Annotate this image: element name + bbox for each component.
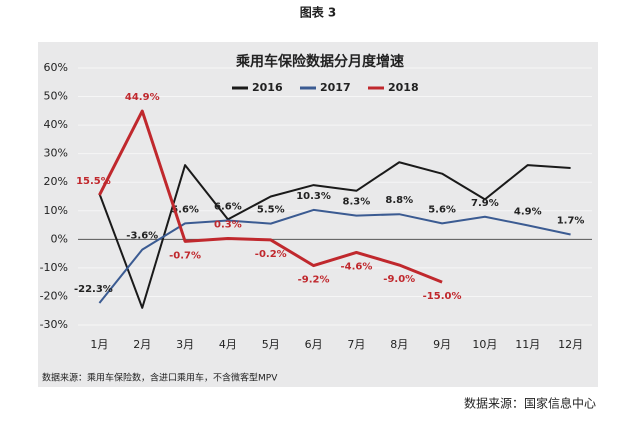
series-line (98, 109, 443, 284)
data-label: -0.2% (255, 249, 287, 260)
x-tick-label: 9月 (433, 338, 451, 351)
chart-title: 乘用车保险数据分月度增速 (235, 53, 404, 70)
x-tick-label: 4月 (219, 338, 237, 351)
data-label: -9.0% (383, 274, 415, 285)
data-label: 5.6% (428, 204, 456, 215)
x-tick-label: 6月 (305, 338, 323, 351)
data-label: -0.7% (169, 250, 201, 261)
source: 数据来源：国家信息中心 (464, 396, 596, 411)
data-label: 6.6% (214, 201, 242, 212)
data-label: 1.7% (557, 215, 585, 226)
y-tick-label: -30% (40, 318, 68, 331)
y-tick-label: 40% (44, 118, 68, 131)
y-tick-label: -20% (40, 289, 68, 302)
data-label: 8.3% (343, 197, 371, 208)
data-label: 0.3% (214, 219, 242, 230)
data-label: 7.9% (471, 198, 499, 209)
data-label: 4.9% (514, 206, 542, 217)
data-label: -9.2% (298, 275, 330, 286)
chart-panel (38, 42, 598, 387)
data-label: 5.6% (171, 204, 199, 215)
x-tick-label: 5月 (262, 338, 280, 351)
y-tick-label: 50% (44, 90, 68, 103)
x-tick-label: 2月 (133, 338, 151, 351)
y-tick-label: 10% (44, 204, 68, 217)
data-label: 8.8% (385, 195, 413, 206)
series-line (98, 161, 571, 309)
y-tick-label: 30% (44, 147, 68, 160)
x-tick-label: 11月 (515, 338, 540, 351)
y-tick-label: 60% (44, 61, 68, 74)
data-label: 44.9% (125, 92, 160, 103)
legend-label: 2018 (388, 81, 419, 94)
data-label: 10.3% (296, 191, 331, 202)
data-label: -3.6% (126, 231, 158, 242)
data-label: -4.6% (340, 261, 372, 272)
legend-label: 2017 (320, 81, 351, 94)
legend-label: 2016 (252, 81, 283, 94)
data-label: 15.5% (76, 176, 111, 187)
data-label: -15.0% (423, 291, 462, 302)
x-tick-label: 3月 (176, 338, 194, 351)
y-tick-label: 0% (51, 232, 68, 245)
x-tick-label: 7月 (347, 338, 365, 351)
series-line (98, 208, 571, 304)
data-label: -22.3% (74, 284, 113, 295)
y-tick-label: 20% (44, 175, 68, 188)
x-tick-label: 1月 (90, 338, 108, 351)
data-label: 5.5% (257, 205, 285, 216)
y-tick-label: -10% (40, 261, 68, 274)
note: 数据来源：乘用车保险数，含进口乘用车，不含微客型MPV (42, 372, 278, 384)
x-tick-label: 12月 (558, 338, 583, 351)
header: 图表 3 (300, 5, 337, 20)
x-tick-label: 8月 (390, 338, 408, 351)
x-tick-label: 10月 (472, 338, 497, 351)
